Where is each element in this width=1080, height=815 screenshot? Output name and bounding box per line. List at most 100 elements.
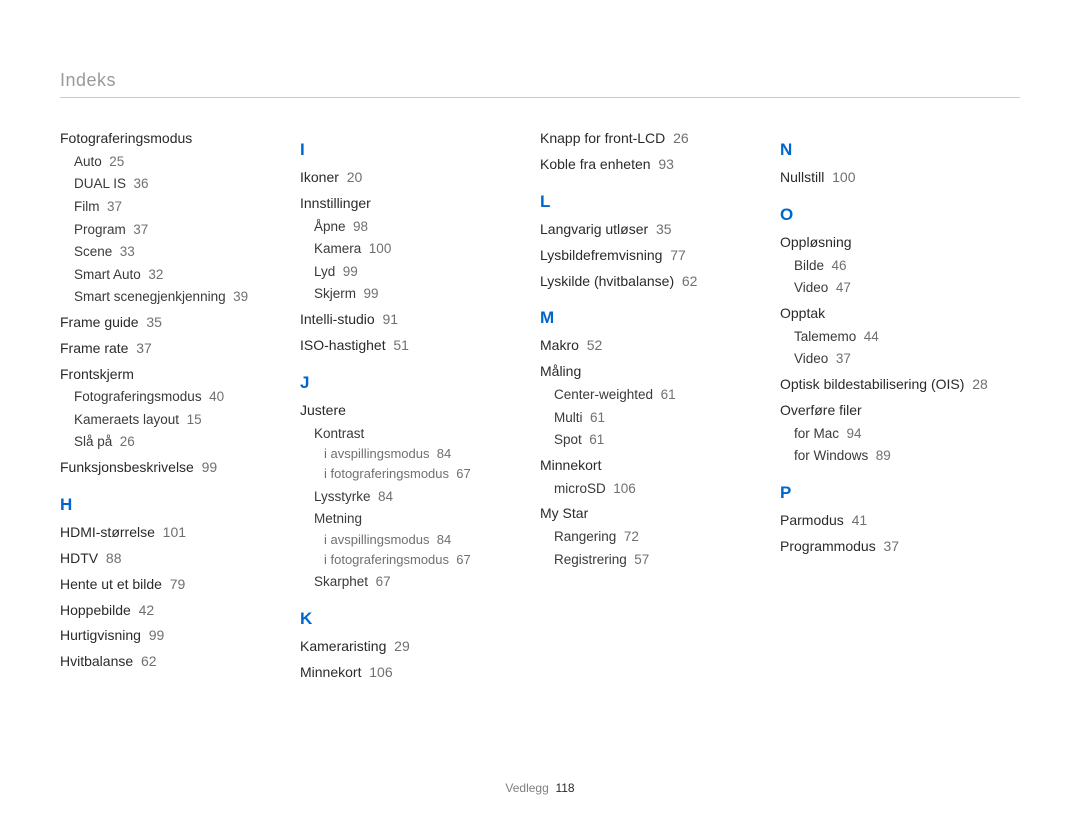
index-label: Nullstill	[780, 169, 824, 185]
index-label: Makro	[540, 337, 579, 353]
index-label: Lysbildefremvisning	[540, 247, 662, 263]
index-entry: Parmodus 41	[780, 511, 1002, 530]
column-3: Knapp for front-LCD 26 Koble fra enheten …	[540, 122, 780, 682]
index-label: Knapp for front-LCD	[540, 130, 665, 146]
index-sub1: Metning	[300, 510, 522, 528]
index-sub1: Lyd 99	[300, 263, 522, 281]
index-label: Kameraristing	[300, 638, 386, 654]
index-entry: Justere	[300, 401, 522, 420]
index-sub1: Rangering 72	[540, 528, 762, 546]
index-label: Smart Auto	[74, 267, 141, 282]
index-page: 26	[673, 130, 689, 146]
index-page: 41	[852, 512, 868, 528]
index-page: 37	[836, 351, 851, 366]
index-entry: Oppløsning	[780, 233, 1002, 252]
index-entry: Hvitbalanse 62	[60, 652, 282, 671]
index-page: 89	[876, 448, 891, 463]
index-page: 51	[393, 337, 409, 353]
index-label: Kameraets layout	[74, 412, 179, 427]
index-entry: Optisk bildestabilisering (OIS) 28	[780, 375, 1002, 394]
section-letter: M	[540, 308, 762, 328]
index-label: Frame rate	[60, 340, 128, 356]
index-label: Auto	[74, 154, 102, 169]
index-sub1: DUAL IS 36	[60, 175, 282, 193]
index-sub1: Registrering 57	[540, 551, 762, 569]
index-label: Langvarig utløser	[540, 221, 648, 237]
index-page: 62	[682, 273, 698, 289]
index-page: 32	[148, 267, 163, 282]
index-sub1: Åpne 98	[300, 218, 522, 236]
index-label: Intelli-studio	[300, 311, 375, 327]
index-sub1: Kameraets layout 15	[60, 411, 282, 429]
index-label: Center-weighted	[554, 387, 653, 402]
index-sub1: Scene 33	[60, 243, 282, 261]
index-label: Multi	[554, 410, 583, 425]
section-letter: J	[300, 373, 522, 393]
index-entry: Intelli-studio 91	[300, 310, 522, 329]
index-entry: Hoppebilde 42	[60, 601, 282, 620]
index-sub1: microSD 106	[540, 480, 762, 498]
index-sub1: for Mac 94	[780, 425, 1002, 443]
index-sub1: Film 37	[60, 198, 282, 216]
index-sub1: Skjerm 99	[300, 285, 522, 303]
index-label: Hoppebilde	[60, 602, 131, 618]
index-page: 39	[233, 289, 248, 304]
index-label: Film	[74, 199, 100, 214]
index-entry: Hente ut et bilde 79	[60, 575, 282, 594]
index-sub1: Video 47	[780, 279, 1002, 297]
index-sub2: i fotograferingsmodus 67	[300, 552, 522, 568]
index-label: microSD	[554, 481, 606, 496]
index-entry: Opptak	[780, 304, 1002, 323]
index-label: Frontskjerm	[60, 366, 134, 382]
index-entry: Makro 52	[540, 336, 762, 355]
index-label: Ikoner	[300, 169, 339, 185]
index-entry: Koble fra enheten 93	[540, 155, 762, 174]
index-entry: Overføre filer	[780, 401, 1002, 420]
index-page: 44	[864, 329, 879, 344]
index-sub1: Video 37	[780, 350, 1002, 368]
index-sub1: Fotograferingsmodus 40	[60, 388, 282, 406]
index-label: Opptak	[780, 305, 825, 321]
index-label: Bilde	[794, 258, 824, 273]
index-sub1: Multi 61	[540, 409, 762, 427]
index-label: Hente ut et bilde	[60, 576, 162, 592]
index-label: for Mac	[794, 426, 839, 441]
index-page: 100	[369, 241, 392, 256]
index-label: HDTV	[60, 550, 98, 566]
index-page: 88	[106, 550, 122, 566]
index-page: 61	[590, 410, 605, 425]
index-sub1: Center-weighted 61	[540, 386, 762, 404]
index-entry: Frame guide 35	[60, 313, 282, 332]
index-label: Oppløsning	[780, 234, 852, 250]
index-label: Åpne	[314, 219, 346, 234]
index-page: 72	[624, 529, 639, 544]
index-page: 67	[456, 552, 470, 567]
index-sub1: Smart Auto 32	[60, 266, 282, 284]
index-page: 94	[847, 426, 862, 441]
footer-label: Vedlegg	[505, 781, 548, 795]
index-sub2: i avspillingsmodus 84	[300, 532, 522, 548]
index-page: 37	[883, 538, 899, 554]
index-page: 98	[353, 219, 368, 234]
section-letter: K	[300, 609, 522, 629]
section-letter: P	[780, 483, 1002, 503]
index-page: 67	[376, 574, 391, 589]
index-entry: ISO-hastighet 51	[300, 336, 522, 355]
section-letter: N	[780, 140, 1002, 160]
index-entry: Ikoner 20	[300, 168, 522, 187]
index-entry: Langvarig utløser 35	[540, 220, 762, 239]
index-label: Skjerm	[314, 286, 356, 301]
index-label: Video	[794, 351, 828, 366]
index-page: 47	[836, 280, 851, 295]
section-letter: O	[780, 205, 1002, 225]
index-sub2: i avspillingsmodus 84	[300, 446, 522, 462]
index-label: DUAL IS	[74, 176, 126, 191]
index-page: 91	[382, 311, 398, 327]
index-page: 79	[170, 576, 186, 592]
index-sub1: for Windows 89	[780, 447, 1002, 465]
index-label: Kontrast	[314, 426, 364, 441]
index-page: 20	[347, 169, 363, 185]
index-label: Spot	[554, 432, 582, 447]
index-sub1: Smart scenegjenkjenning 39	[60, 288, 282, 306]
index-sub1: Program 37	[60, 221, 282, 239]
